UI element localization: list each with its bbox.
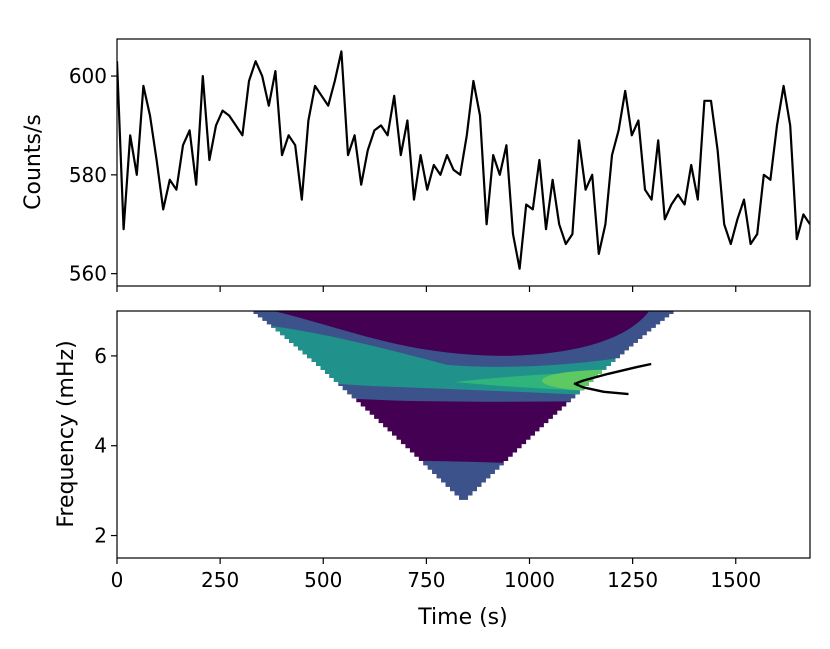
wavelet-xlabel: Time (s) [417,605,507,630]
wavelet-xtick-label: 750 [407,568,445,592]
wavelet-xtick-label: 1250 [607,568,658,592]
lightcurve-ytick-label: 600 [69,64,107,88]
wavelet-xtick-label: 250 [201,568,239,592]
lightcurve-ytick-label: 580 [69,163,107,187]
wavelet-significance-contour [573,362,652,396]
lightcurve-ytick-label: 560 [69,262,107,286]
wavelet-ylabel: Frequency (mHz) [54,340,79,527]
wavelet-ytick-label: 6 [94,344,107,368]
wavelet-frame [116,310,811,559]
wavelet-xtick-label: 1500 [710,568,761,592]
wavelet-xtick-label: 0 [111,568,124,592]
wavelet-xtick-label: 500 [304,568,342,592]
lightcurve-panel: 560 580 600 Counts/s [21,38,811,292]
lightcurve-ylabel: Counts/s [21,114,46,210]
wavelet-panel: 2 4 6 0 250 500 750 1000 1250 1500 Frequency (mH… [54,310,811,630]
lightcurve-line [117,50,810,270]
wavelet-ytick-label: 2 [94,524,107,548]
wavelet-top-notch [273,311,650,356]
wavelet-ytick-label: 4 [94,434,107,458]
lightcurve-frame [116,38,811,287]
lightcurve-plot-area [117,39,810,286]
wavelet-xtick-label: 1000 [504,568,555,592]
